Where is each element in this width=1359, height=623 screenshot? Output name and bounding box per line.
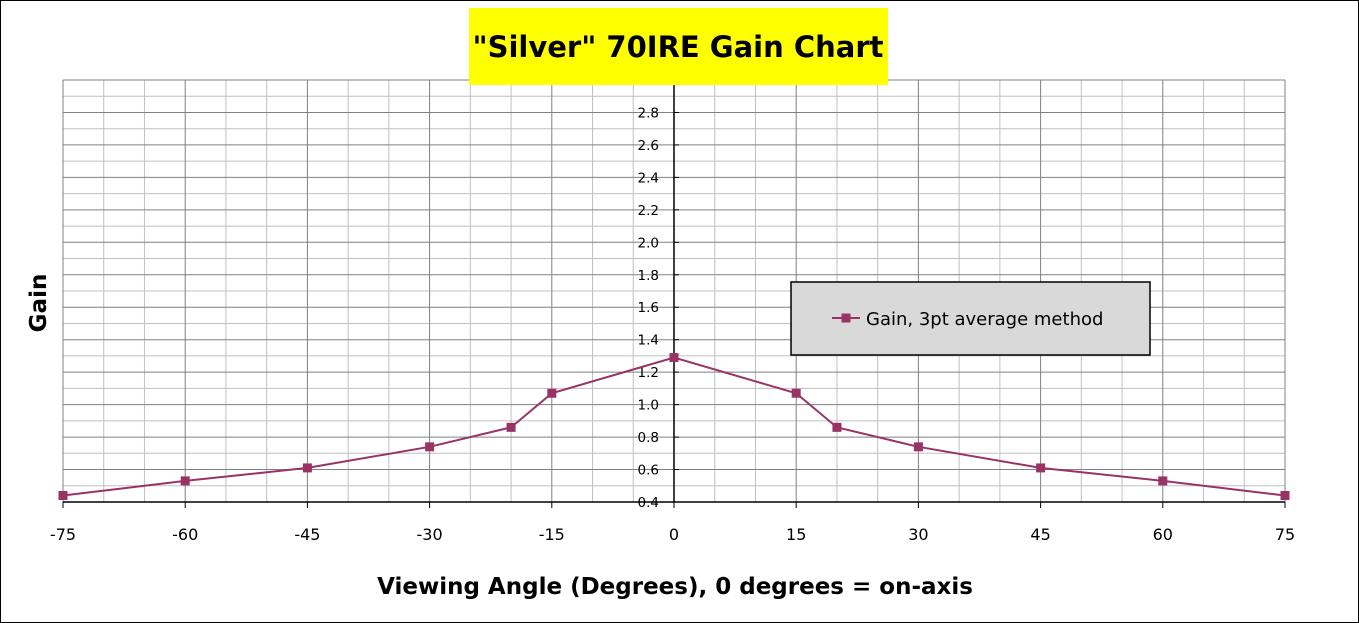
data-point-marker: [302, 463, 312, 473]
y-tick-label: 0.8: [638, 430, 659, 446]
x-tick-label: 75: [1275, 525, 1295, 544]
data-point-marker: [1158, 476, 1168, 486]
legend-label: Gain, 3pt average method: [866, 309, 1103, 330]
y-tick-label: 2.0: [638, 235, 659, 251]
data-point-marker: [506, 422, 516, 432]
data-point-marker: [547, 388, 557, 398]
y-tick-label: 1.2: [638, 365, 659, 381]
x-tick-label: 45: [1030, 525, 1050, 544]
y-tick-label: 2.8: [638, 105, 659, 121]
data-point-marker: [1280, 491, 1290, 501]
data-point-marker: [1036, 463, 1046, 473]
legend-marker-swatch: [841, 313, 851, 323]
y-tick-label: 1.8: [638, 268, 659, 284]
x-tick-label: -75: [50, 525, 76, 544]
x-tick-label: 60: [1153, 525, 1173, 544]
y-tick-label: 2.6: [638, 138, 659, 154]
y-axis-title: Gain: [26, 274, 52, 333]
data-point-marker: [669, 353, 679, 363]
x-tick-label: -30: [417, 525, 443, 544]
x-tick-label: -15: [539, 525, 565, 544]
x-tick-label: 15: [786, 525, 806, 544]
y-tick-label: 1.4: [638, 333, 659, 349]
y-tick-label: 1.6: [638, 300, 659, 316]
data-point-marker: [180, 476, 190, 486]
x-axis-tick-labels: -75 -60 -45 -30 -15 0 15 30 45 60 75: [50, 525, 1295, 544]
x-axis-title: Viewing Angle (Degrees), 0 degrees = on-…: [377, 574, 973, 600]
y-tick-label: 2.2: [638, 203, 659, 219]
chart-title: "Silver" 70IRE Gain Chart: [472, 30, 883, 64]
chart-title-box: "Silver" 70IRE Gain Chart: [469, 8, 888, 85]
plot-frame: [62, 79, 1286, 508]
data-point-marker: [425, 442, 435, 452]
data-point-marker: [791, 388, 801, 398]
x-tick-label: 0: [669, 525, 679, 544]
data-point-marker: [58, 491, 68, 501]
series-layer: [58, 353, 1290, 501]
y-tick-label: 0.6: [638, 463, 659, 479]
x-tick-label: 30: [908, 525, 928, 544]
data-point-marker: [832, 422, 842, 432]
chart-title-background: [469, 8, 888, 85]
x-tick-label: -60: [172, 525, 198, 544]
data-point-marker: [913, 442, 923, 452]
x-tick-label: -45: [294, 525, 320, 544]
y-tick-label: 2.4: [638, 170, 659, 186]
legend: Gain, 3pt average method: [790, 281, 1151, 356]
y-tick-label: 0.4: [638, 495, 659, 511]
y-tick-label: 1.0: [638, 398, 659, 414]
